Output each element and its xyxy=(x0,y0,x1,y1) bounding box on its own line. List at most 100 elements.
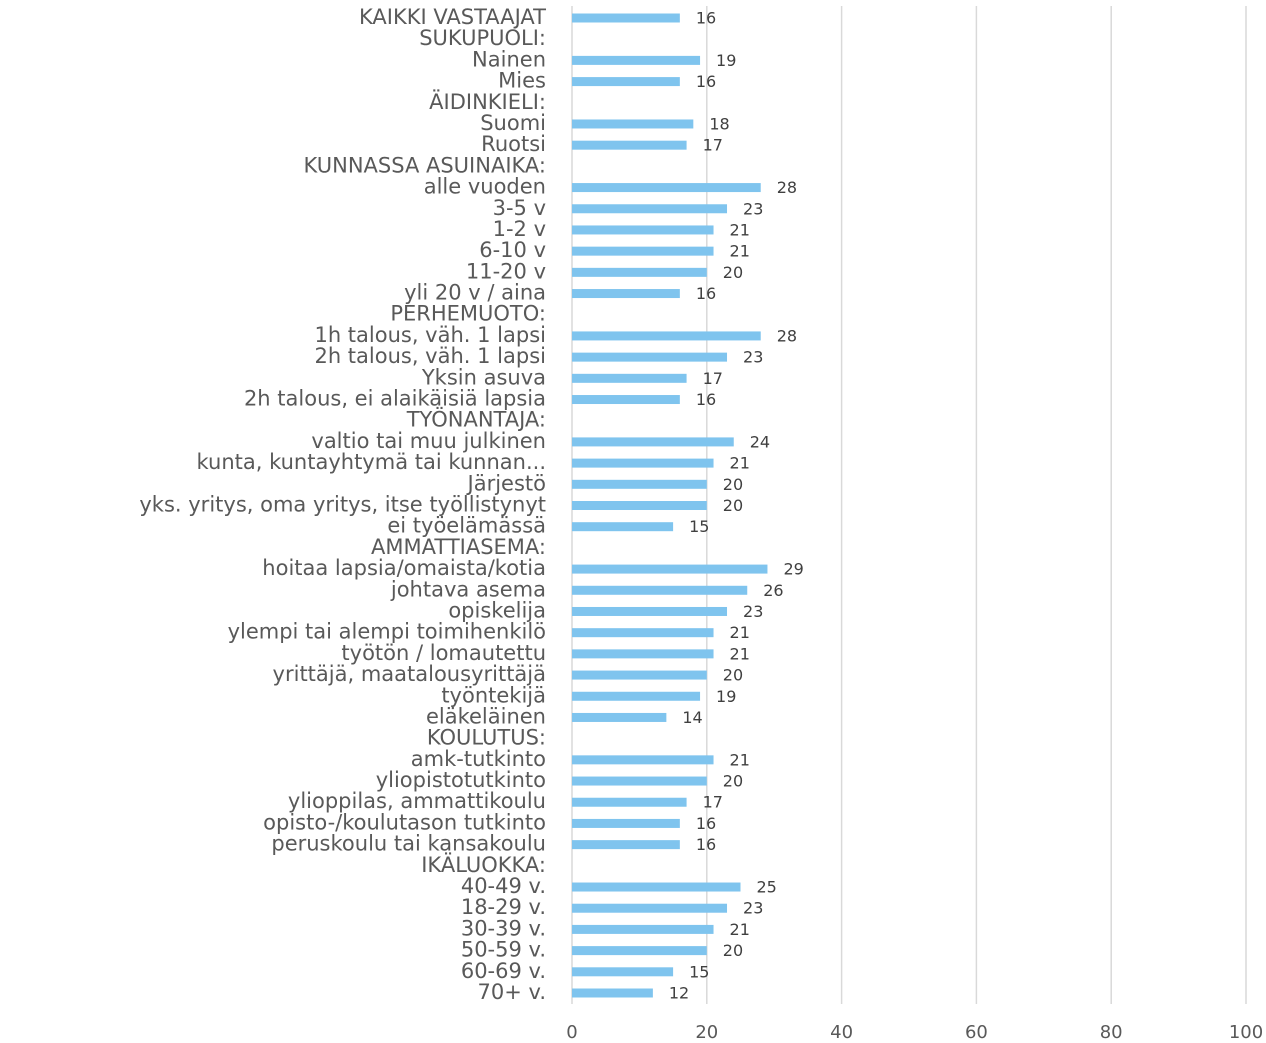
bar xyxy=(572,585,748,595)
y-tick-label: ylempi tai alempi toimihenkilö xyxy=(228,620,546,644)
value-label: 17 xyxy=(703,136,723,155)
y-tick-label: yli 20 v / aina xyxy=(404,281,546,305)
y-tick-label: työntekijä xyxy=(441,683,546,707)
value-label: 28 xyxy=(777,178,797,197)
bar xyxy=(572,501,707,510)
bar xyxy=(572,840,680,850)
y-tick-label: peruskoulu tai kansakoulu xyxy=(271,832,546,856)
y-tick-label: 30-39 v. xyxy=(461,916,546,940)
bar xyxy=(572,77,680,87)
y-tick-label: eläkeläinen xyxy=(426,704,546,728)
y-tick-label: kunta, kuntayhtymä tai kunnan... xyxy=(197,450,546,474)
value-label: 28 xyxy=(777,326,797,345)
bar xyxy=(572,225,714,235)
value-label: 16 xyxy=(696,9,716,28)
value-label: 19 xyxy=(716,51,736,70)
bar xyxy=(572,649,714,659)
bar xyxy=(572,352,728,362)
bar xyxy=(572,373,687,383)
y-tick-label: TYÖNANTAJA: xyxy=(406,407,546,432)
y-tick-label: Suomi xyxy=(480,111,546,135)
bar xyxy=(572,712,667,722)
y-tick-label: yliopistotutkinto xyxy=(376,768,546,792)
y-tick-label: Yksin asuva xyxy=(421,365,546,389)
y-tick-label: Järjestö xyxy=(466,471,546,495)
bar xyxy=(572,903,728,913)
y-tick-label: Nainen xyxy=(472,47,546,71)
value-label: 21 xyxy=(730,220,750,239)
value-label: 16 xyxy=(696,814,716,833)
y-tick-label: KUNNASSA ASUINAIKA: xyxy=(304,153,546,177)
y-tick-label: 1-2 v xyxy=(493,217,546,241)
value-label: 29 xyxy=(783,560,803,579)
y-tick-label: opisto-/koulutason tutkinto xyxy=(263,810,546,834)
y-tick-label: PERHEMUOTO: xyxy=(390,302,546,326)
y-tick-label: ÄIDINKIELI: xyxy=(429,89,546,114)
bar xyxy=(572,924,714,934)
y-tick-label: johtava asema xyxy=(390,577,546,601)
bar xyxy=(572,119,694,129)
value-label: 19 xyxy=(716,687,736,706)
bar xyxy=(572,479,707,489)
value-label: 20 xyxy=(723,496,743,515)
y-tick-label: opiskelija xyxy=(448,598,546,622)
bar xyxy=(572,13,680,23)
value-label: 23 xyxy=(743,602,763,621)
y-tick-label: yrittäjä, maatalousyrittäjä xyxy=(273,662,546,686)
bar xyxy=(572,946,707,956)
y-tick-label: KOULUTUS: xyxy=(427,726,546,750)
y-tick-label: ei työelämässä xyxy=(387,514,546,538)
y-tick-label: 18-29 v. xyxy=(461,895,546,919)
y-tick-label: SUKUPUOLI: xyxy=(419,26,546,50)
y-tick-label: ylioppilas, ammattikoulu xyxy=(288,789,546,813)
x-tick-label: 20 xyxy=(695,1022,718,1043)
value-label: 16 xyxy=(696,390,716,409)
value-label: 21 xyxy=(730,623,750,642)
value-label: 21 xyxy=(730,920,750,939)
y-tick-label: 70+ v. xyxy=(478,980,546,1004)
x-tick-label: 0 xyxy=(566,1022,577,1043)
value-label: 20 xyxy=(723,666,743,685)
x-tick-label: 100 xyxy=(1229,1022,1263,1043)
value-label: 26 xyxy=(763,581,783,600)
y-tick-label: yks. yritys, oma yritys, itse työllistyn… xyxy=(139,493,546,517)
y-tick-label: Ruotsi xyxy=(481,132,546,156)
y-tick-label: 60-69 v. xyxy=(461,959,546,983)
value-label: 25 xyxy=(757,878,777,897)
value-label: 18 xyxy=(709,114,729,133)
bar xyxy=(572,331,761,341)
y-tick-label: 11-20 v xyxy=(466,259,546,283)
bar xyxy=(572,755,714,765)
value-label: 21 xyxy=(730,454,750,473)
bar xyxy=(572,437,734,447)
value-label: 15 xyxy=(689,517,709,536)
y-tick-label: 6-10 v xyxy=(479,238,546,262)
y-tick-label: IKÄLUOKKA: xyxy=(421,852,546,877)
bar xyxy=(572,395,680,405)
bar xyxy=(572,289,680,299)
y-tick-label: 50-59 v. xyxy=(461,938,546,962)
y-tick-label: alle vuoden xyxy=(424,175,546,199)
y-tick-label: valtio tai muu julkinen xyxy=(311,429,546,453)
value-label: 16 xyxy=(696,284,716,303)
value-label: 17 xyxy=(703,369,723,388)
y-tick-label: 2h talous, ei alaikäisiä lapsia xyxy=(244,387,546,411)
bar xyxy=(572,140,687,150)
value-label: 23 xyxy=(743,348,763,367)
bar xyxy=(572,183,761,193)
bar xyxy=(572,458,714,468)
x-tick-label: 40 xyxy=(830,1022,853,1043)
value-label: 17 xyxy=(703,793,723,812)
bar xyxy=(572,776,707,786)
bar xyxy=(572,204,728,214)
value-label: 20 xyxy=(723,941,743,960)
value-label: 15 xyxy=(689,962,709,981)
value-label: 20 xyxy=(723,772,743,791)
value-label: 20 xyxy=(723,263,743,282)
y-tick-label: työtön / lomautettu xyxy=(341,641,546,665)
bar xyxy=(572,818,680,828)
y-tick-label: 2h talous, väh. 1 lapsi xyxy=(314,344,546,368)
x-tick-label: 80 xyxy=(1100,1022,1123,1043)
bar xyxy=(572,606,728,616)
